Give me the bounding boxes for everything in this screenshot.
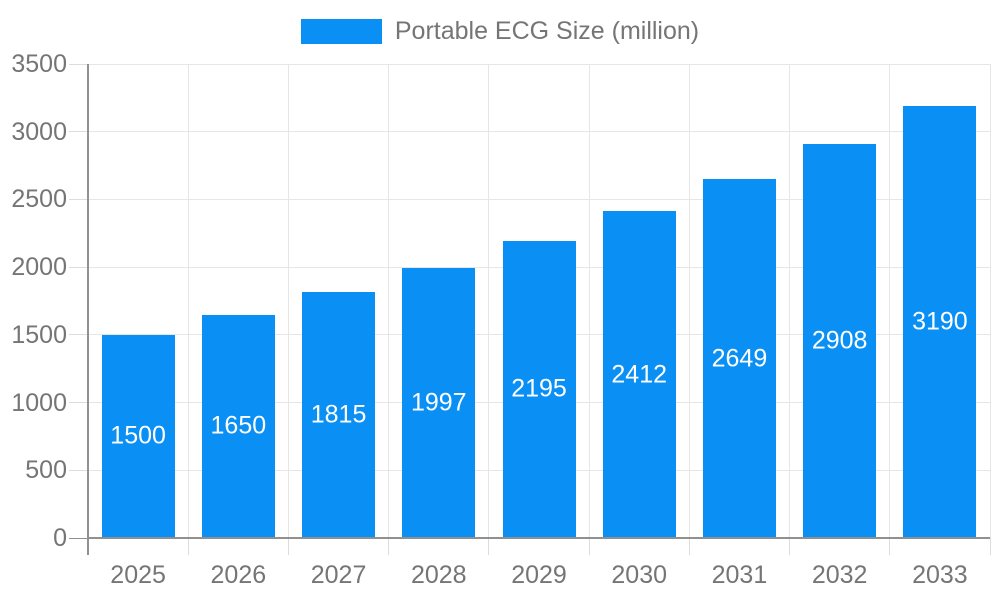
x-axis-tick-label: 2032	[811, 561, 868, 589]
x-gridline	[187, 64, 189, 538]
y-axis-tick	[69, 131, 88, 133]
legend-item[interactable]: Portable ECG Size (million)	[300, 17, 700, 46]
legend-label: Portable ECG Size (million)	[394, 17, 700, 45]
x-axis-tick	[588, 538, 590, 555]
y-axis-tick-label: 3500	[11, 50, 67, 78]
bar[interactable]	[302, 292, 376, 538]
y-gridline	[88, 198, 990, 200]
x-axis-tick	[789, 538, 791, 555]
x-gridline	[989, 64, 991, 538]
bar-value-label: 1815	[310, 400, 367, 429]
x-gridline	[889, 64, 891, 538]
bar-value-label: 2649	[711, 344, 768, 373]
x-gridline	[588, 64, 590, 538]
x-axis-tick-label: 2026	[210, 561, 267, 589]
y-gridline	[88, 131, 990, 133]
y-axis-tick-label: 2000	[11, 253, 67, 282]
y-axis-tick	[69, 537, 88, 539]
y-axis-tick-label: 1000	[11, 388, 67, 417]
y-axis-line	[87, 64, 89, 555]
x-gridline	[488, 64, 490, 538]
y-gridline	[88, 63, 990, 65]
bar-value-label: 3190	[912, 307, 968, 336]
x-axis-tick	[688, 538, 690, 555]
bar[interactable]	[402, 267, 476, 538]
y-axis-tick-label: 2500	[11, 185, 67, 214]
x-axis-tick	[187, 538, 189, 555]
x-gridline	[688, 64, 690, 538]
x-axis-tick	[488, 538, 490, 555]
x-axis-tick-label: 2031	[711, 561, 768, 589]
bar[interactable]	[201, 314, 275, 538]
bar[interactable]	[803, 144, 877, 538]
x-axis-tick	[388, 538, 390, 555]
y-axis-tick-label: 0	[53, 524, 67, 552]
bar-value-label: 2412	[611, 360, 668, 389]
x-axis-tick	[287, 538, 289, 555]
x-axis-tick	[989, 538, 991, 555]
x-gridline	[789, 64, 791, 538]
y-axis-tick-label: 1500	[11, 320, 67, 349]
bar-value-label: 1650	[210, 411, 267, 440]
legend: Portable ECG Size (million)	[0, 17, 1000, 46]
bar[interactable]	[903, 105, 977, 538]
x-axis-tick-label: 2029	[511, 561, 567, 589]
y-axis-tick	[69, 402, 88, 404]
x-axis-line	[88, 537, 990, 539]
bar[interactable]	[502, 240, 576, 538]
y-axis-tick	[69, 334, 88, 336]
bar-value-label: 2908	[811, 326, 868, 355]
x-gridline	[388, 64, 390, 538]
y-axis-tick	[69, 63, 88, 65]
x-axis-tick-label: 2025	[110, 561, 166, 589]
y-axis-tick	[69, 469, 88, 471]
bar[interactable]	[602, 211, 676, 538]
x-gridline	[287, 64, 289, 538]
x-axis-tick-label: 2030	[611, 561, 668, 589]
y-axis-tick-label: 500	[25, 456, 67, 485]
bar[interactable]	[101, 334, 175, 538]
x-axis-tick-label: 2027	[310, 561, 367, 589]
bar-value-label: 2195	[511, 374, 567, 403]
plot-area: 0 500 1000 1500 2000 2500 3000 3500 1500 2025 1650…	[11, 51, 991, 588]
x-axis-tick-label: 2033	[912, 561, 968, 589]
bar-value-label: 1997	[410, 388, 467, 417]
y-axis-tick-label: 3000	[11, 117, 67, 146]
bar-value-label: 1500	[110, 421, 166, 450]
legend-swatch	[300, 19, 382, 44]
y-axis-tick	[69, 266, 88, 268]
x-axis-tick-label: 2028	[410, 561, 467, 589]
x-axis-tick	[889, 538, 891, 555]
bar[interactable]	[702, 179, 776, 538]
y-axis-tick	[69, 198, 88, 200]
